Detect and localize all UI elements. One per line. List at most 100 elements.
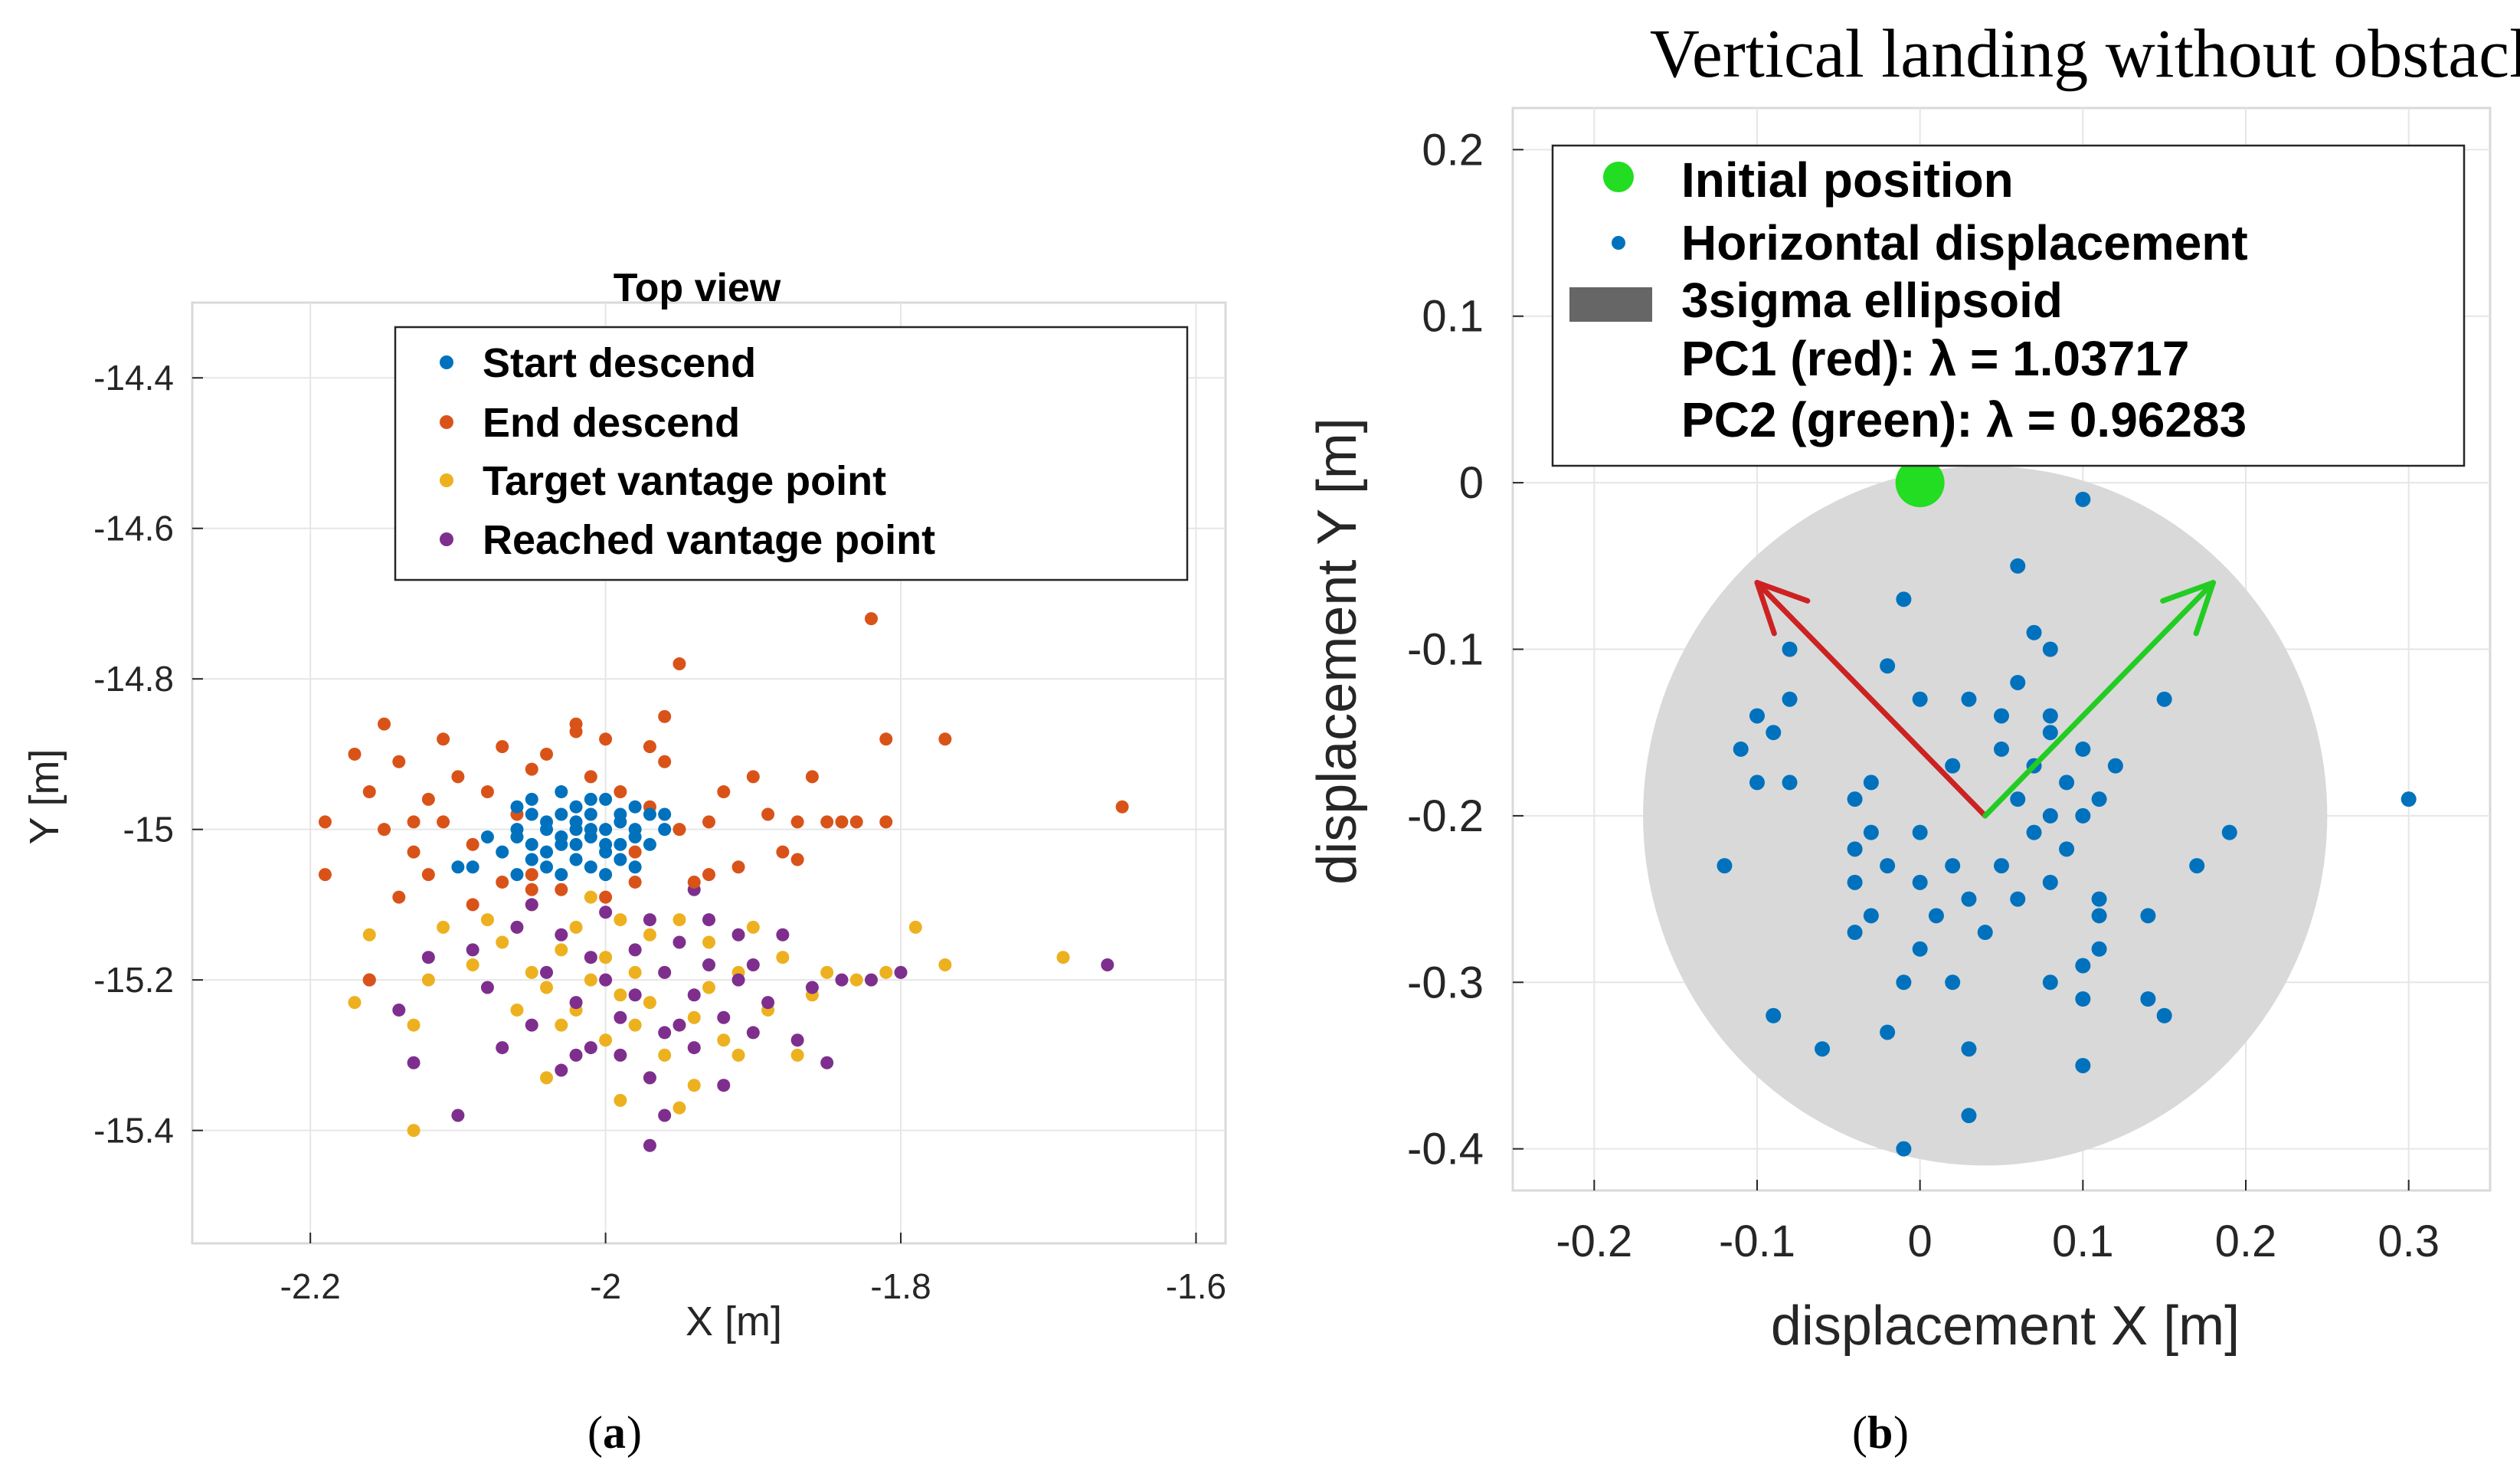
point-end-descend [643,740,656,754]
point-horizontal-displacement [2107,758,2123,774]
point-end-descend [599,732,613,746]
point-target-vantage-point [628,965,642,979]
chart-a-legend: Start descend End descend Target vantage… [394,326,1189,581]
point-end-descend [525,762,538,776]
chart-a-y-ticks: -14.4 -14.6 -14.8 -15 -15.2 -15.4 [93,358,203,1151]
chart-a-title: Top view [614,266,781,310]
point-end-descend [437,732,450,746]
point-reached-vantage-point [746,958,760,972]
point-horizontal-displacement [2059,841,2075,857]
point-reached-vantage-point [643,1071,656,1085]
chart-b-x-label: displacement X [m] [1771,1295,2240,1357]
principal-component-vectors [1754,580,2216,819]
chart-a-caption-label: a [603,1407,626,1458]
point-start-descend [525,853,538,866]
point-horizontal-displacement [2091,908,2107,924]
point-reached-vantage-point [790,1033,804,1047]
point-target-vantage-point [820,965,834,979]
point-horizontal-displacement [1961,1108,1977,1124]
chart-b-caption-label: b [1867,1407,1893,1458]
point-target-vantage-point [614,988,627,1002]
point-start-descend [525,792,538,806]
point-horizontal-displacement [2156,1007,2172,1023]
point-horizontal-displacement [1945,974,1961,991]
point-end-descend [466,898,479,912]
point-end-descend [673,823,686,837]
point-end-descend [378,823,391,837]
point-reached-vantage-point [540,965,554,979]
point-reached-vantage-point [584,951,597,964]
point-target-vantage-point [658,1048,672,1062]
point-end-descend [938,732,952,746]
point-horizontal-displacement [2042,725,2058,741]
point-end-descend [790,815,804,829]
point-reached-vantage-point [496,1041,509,1055]
point-target-vantage-point [599,951,613,964]
point-horizontal-displacement [2075,958,2091,974]
point-horizontal-displacement [2091,941,2107,957]
point-horizontal-displacement [1880,1024,1896,1040]
point-start-descend [584,807,597,821]
point-horizontal-displacement [1749,775,1765,791]
point-horizontal-displacement [1717,858,1733,874]
point-start-descend [614,807,627,821]
point-target-vantage-point [938,958,952,972]
point-start-descend [510,800,524,814]
point-target-vantage-point [731,1048,745,1062]
point-start-descend [555,868,568,882]
legend-marker-ellipsoid [1569,287,1652,322]
point-horizontal-displacement [1847,791,1863,807]
point-start-descend [555,785,568,799]
legend-label-reached-vantage-point: Reached vantage point [483,517,935,563]
point-reached-vantage-point [1101,958,1114,972]
chart-b-y-tick-label: -0.1 [1407,625,1484,675]
point-start-descend [496,845,509,859]
point-target-vantage-point [879,965,893,979]
point-reached-vantage-point [673,1018,686,1032]
point-start-descend [525,807,538,821]
chart-b-points [1717,491,2417,1157]
point-reached-vantage-point [717,1079,731,1092]
point-target-vantage-point [407,1124,421,1138]
point-target-vantage-point [673,913,686,927]
point-end-descend [421,792,435,806]
chart-a-y-tick-label: -15 [123,810,174,850]
point-start-descend [628,800,642,814]
chart-b-y-tick-label: -0.4 [1407,1125,1484,1174]
point-horizontal-displacement [2156,691,2172,707]
point-start-descend [540,823,554,837]
point-reached-vantage-point [407,1056,421,1069]
point-start-descend [569,837,583,851]
point-start-descend [614,853,627,866]
point-start-descend [599,823,613,837]
point-horizontal-displacement [1994,741,2009,757]
point-end-descend [318,868,332,882]
svg-text:): ) [627,1407,642,1458]
point-reached-vantage-point [731,928,745,942]
point-horizontal-displacement [2059,775,2075,791]
point-end-descend [348,747,362,761]
point-target-vantage-point [849,973,863,987]
pc1-arrow [1754,580,1988,819]
point-target-vantage-point [614,913,627,927]
point-target-vantage-point [717,1033,731,1047]
point-start-descend [555,837,568,851]
point-reached-vantage-point [687,988,701,1002]
chart-a-legend-box [394,326,1189,581]
svg-text:(: ( [1852,1407,1867,1458]
point-end-descend [555,883,568,896]
point-reached-vantage-point [555,1063,568,1077]
point-horizontal-displacement [1961,1041,1977,1057]
point-horizontal-displacement [1847,874,1863,890]
point-horizontal-displacement [1863,775,1879,791]
chart-b-title: Vertical landing without obstacles [1650,16,2520,92]
point-horizontal-displacement [1749,708,1765,724]
chart-b-x-tick-label: -0.1 [1719,1217,1795,1266]
point-start-descend [599,868,613,882]
point-target-vantage-point [407,1018,421,1032]
point-horizontal-displacement [2189,858,2205,874]
legend-label-horizontal-displacement: Horizontal displacement [1681,215,2248,270]
point-horizontal-displacement [1896,591,1912,608]
point-end-descend [584,770,597,784]
